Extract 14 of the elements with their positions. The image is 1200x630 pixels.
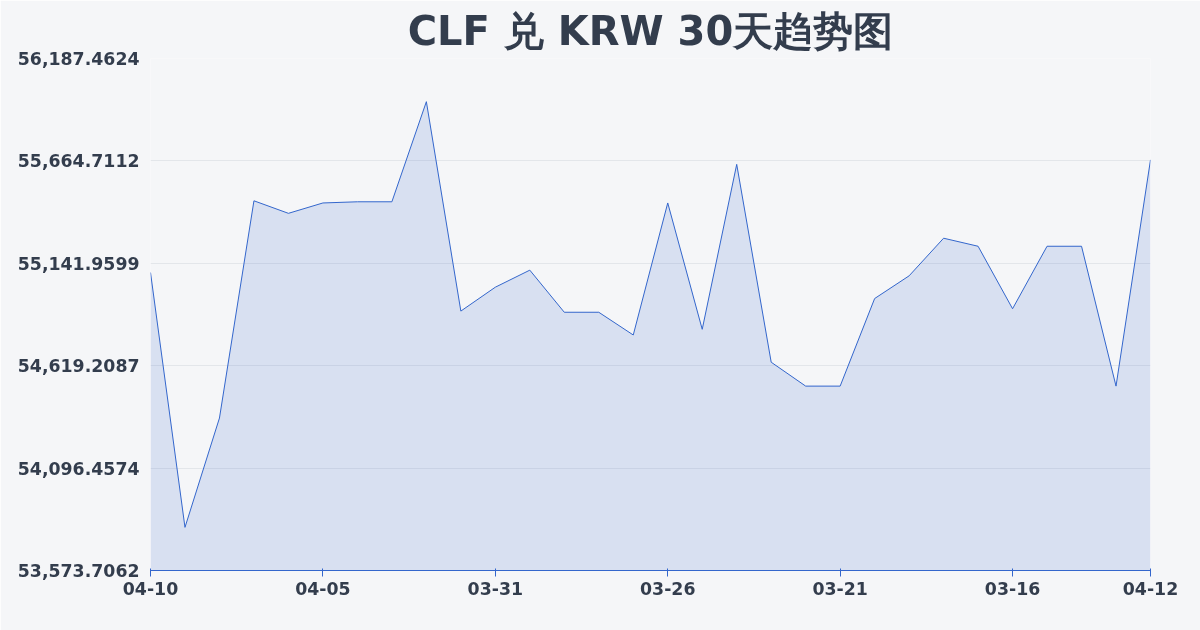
x-tick-label: 03-16: [984, 578, 1041, 599]
x-tick-label: 03-26: [640, 578, 696, 599]
x-tick-label: 04-12: [1122, 578, 1179, 599]
y-tick-label: 54,096.4574: [17, 458, 140, 479]
y-tick-label: 53,573.7062: [17, 561, 140, 581]
y-tick-label: 54,619.2087: [17, 356, 140, 377]
y-tick-label: 56,187.4624: [17, 49, 140, 69]
x-tick-label: 04-05: [295, 578, 351, 599]
x-tick-label: 04-10: [122, 578, 179, 599]
chart-title: CLF 兑 KRW 30天趋势图: [407, 7, 894, 54]
x-tick-label: 03-21: [812, 578, 868, 599]
y-tick-label: 55,664.7112: [17, 151, 140, 172]
x-tick-label: 03-31: [467, 578, 524, 599]
y-tick-label: 55,141.9599: [17, 253, 140, 274]
